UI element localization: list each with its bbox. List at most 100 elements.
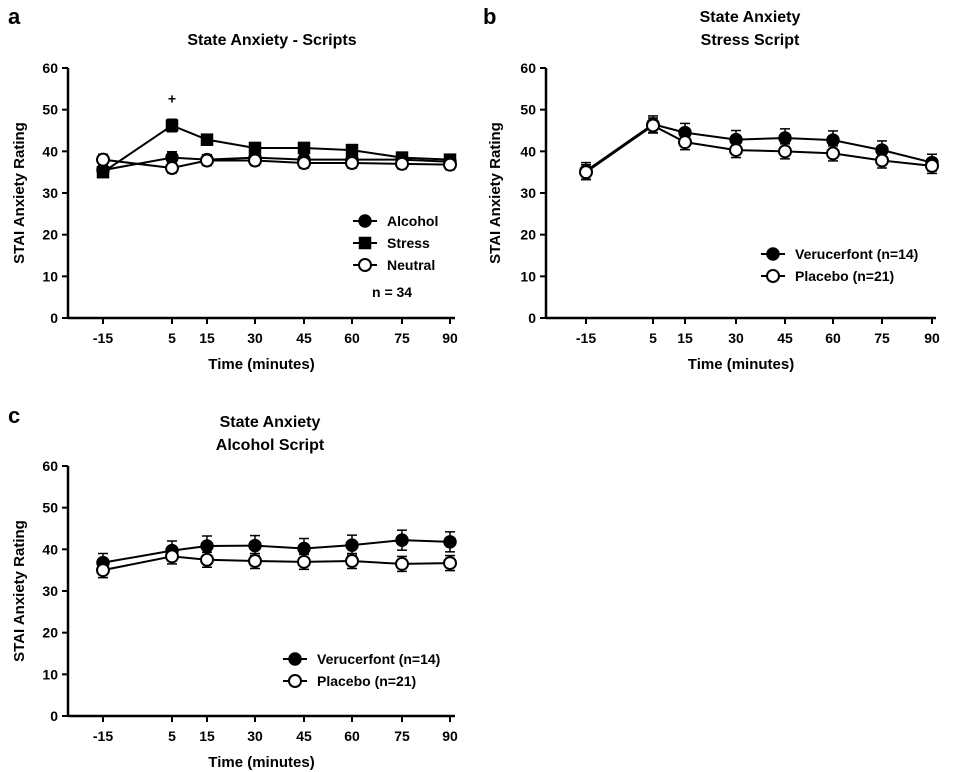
x-tick-label: -15 xyxy=(576,330,596,346)
data-point xyxy=(297,554,311,569)
y-tick-label: 40 xyxy=(520,143,536,159)
data-point xyxy=(200,153,214,168)
y-tick-label: 20 xyxy=(42,625,58,641)
data-point xyxy=(443,157,457,172)
legend-marker xyxy=(288,652,302,666)
y-tick-label: 60 xyxy=(520,60,536,76)
data-point xyxy=(248,554,262,568)
y-tick-label: 30 xyxy=(42,583,58,599)
chart-panel-c: c State Anxiety Alcohol Script 0 10 20 30 40 50 6… xyxy=(8,403,458,771)
x-tick-label: 5 xyxy=(168,728,176,744)
chart-title: State Anxiety xyxy=(700,9,801,26)
data-point xyxy=(778,144,792,159)
x-tick-label: 60 xyxy=(825,330,841,346)
data-point xyxy=(395,533,409,547)
data-point xyxy=(345,554,359,568)
legend-marker xyxy=(358,258,372,272)
x-tick-label: 30 xyxy=(728,330,744,346)
x-tick-label: 60 xyxy=(344,728,360,744)
panel-letter: a xyxy=(8,4,21,29)
data-point xyxy=(345,143,359,157)
x-tick-label: 45 xyxy=(296,330,312,346)
y-tick-label: 20 xyxy=(42,227,58,243)
x-tick-label: 15 xyxy=(199,330,215,346)
x-tick-label: 5 xyxy=(649,330,657,346)
chart-title: Stress Script xyxy=(701,32,800,49)
y-tick-label: 60 xyxy=(42,60,58,76)
y-tick-label: 30 xyxy=(520,185,536,201)
data-point xyxy=(826,146,840,161)
legend-label: Neutral xyxy=(387,257,435,273)
legend-label: Alcohol xyxy=(387,213,438,229)
y-tick-label: 10 xyxy=(42,666,58,682)
x-axis-label: Time (minutes) xyxy=(688,356,794,373)
x-tick-label: 90 xyxy=(924,330,940,346)
data-point xyxy=(248,538,262,553)
x-tick-label: -15 xyxy=(93,330,113,346)
y-tick-label: 40 xyxy=(42,541,58,557)
chart-title: Alcohol Script xyxy=(216,437,325,454)
x-tick-label: 15 xyxy=(677,330,693,346)
y-tick-label: 30 xyxy=(42,185,58,201)
legend-label: Placebo (n=21) xyxy=(795,268,894,284)
legend-marker xyxy=(288,674,302,688)
x-tick-label: 90 xyxy=(442,330,458,346)
legend-marker xyxy=(766,247,780,261)
y-axis-label: STAI Anxiety Rating xyxy=(11,520,28,662)
x-axis-label: Time (minutes) xyxy=(208,754,314,771)
data-point xyxy=(96,165,110,179)
data-point xyxy=(395,556,409,571)
series-placebo xyxy=(96,548,457,579)
x-tick-label: 30 xyxy=(247,728,263,744)
data-point xyxy=(165,161,179,175)
y-tick-label: 60 xyxy=(42,458,58,474)
legend-marker xyxy=(358,236,372,250)
legend-marker xyxy=(766,269,780,283)
y-tick-label: 0 xyxy=(50,708,58,724)
x-tick-label: 5 xyxy=(168,330,176,346)
x-tick-label: 75 xyxy=(874,330,890,346)
y-tick-label: 50 xyxy=(520,102,536,118)
data-point xyxy=(200,539,214,553)
data-point xyxy=(345,538,359,552)
legend-label: Placebo (n=21) xyxy=(317,673,416,689)
legend: Verucerfont (n=14) Placebo (n=21) xyxy=(283,651,440,689)
y-tick-label: 50 xyxy=(42,102,58,118)
x-tick-label: -15 xyxy=(93,728,113,744)
legend: Alcohol Stress Neutral xyxy=(353,213,438,273)
panel-letter: b xyxy=(483,4,496,29)
x-axis-label: Time (minutes) xyxy=(208,356,314,373)
data-point xyxy=(96,152,110,167)
data-point xyxy=(579,165,593,180)
data-point xyxy=(345,156,359,170)
data-point xyxy=(678,135,692,150)
significance-marker: + xyxy=(168,90,176,106)
legend-label: Stress xyxy=(387,235,430,251)
data-point xyxy=(925,158,939,173)
y-tick-label: 10 xyxy=(42,268,58,284)
chart-title: State Anxiety - Scripts xyxy=(187,32,356,49)
data-point xyxy=(729,143,743,158)
chart-panel-b: b State Anxiety Stress Script 0 10 20 30 40 50 60… xyxy=(483,4,940,373)
data-point xyxy=(646,118,660,133)
y-tick-label: 0 xyxy=(528,310,536,326)
legend-label: Verucerfont (n=14) xyxy=(795,246,918,262)
chart-panel-a: a State Anxiety - Scripts 0 10 20 30 40 50 60 -15… xyxy=(8,4,458,373)
y-axis-label: STAI Anxiety Rating xyxy=(11,122,28,264)
y-axis-label: STAI Anxiety Rating xyxy=(487,122,504,264)
y-tick-label: 0 xyxy=(50,310,58,326)
x-tick-label: 15 xyxy=(199,728,215,744)
x-tick-label: 90 xyxy=(442,728,458,744)
data-point xyxy=(443,535,457,549)
x-tick-label: 75 xyxy=(394,728,410,744)
x-tick-label: 45 xyxy=(296,728,312,744)
y-tick-label: 20 xyxy=(520,227,536,243)
x-tick-label: 60 xyxy=(344,330,360,346)
series-neutral xyxy=(96,152,457,175)
legend-marker xyxy=(358,214,372,228)
x-tick-label: 30 xyxy=(247,330,263,346)
x-tick-label: 75 xyxy=(394,330,410,346)
x-tick-label: 45 xyxy=(777,330,793,346)
series-placebo xyxy=(579,117,939,181)
